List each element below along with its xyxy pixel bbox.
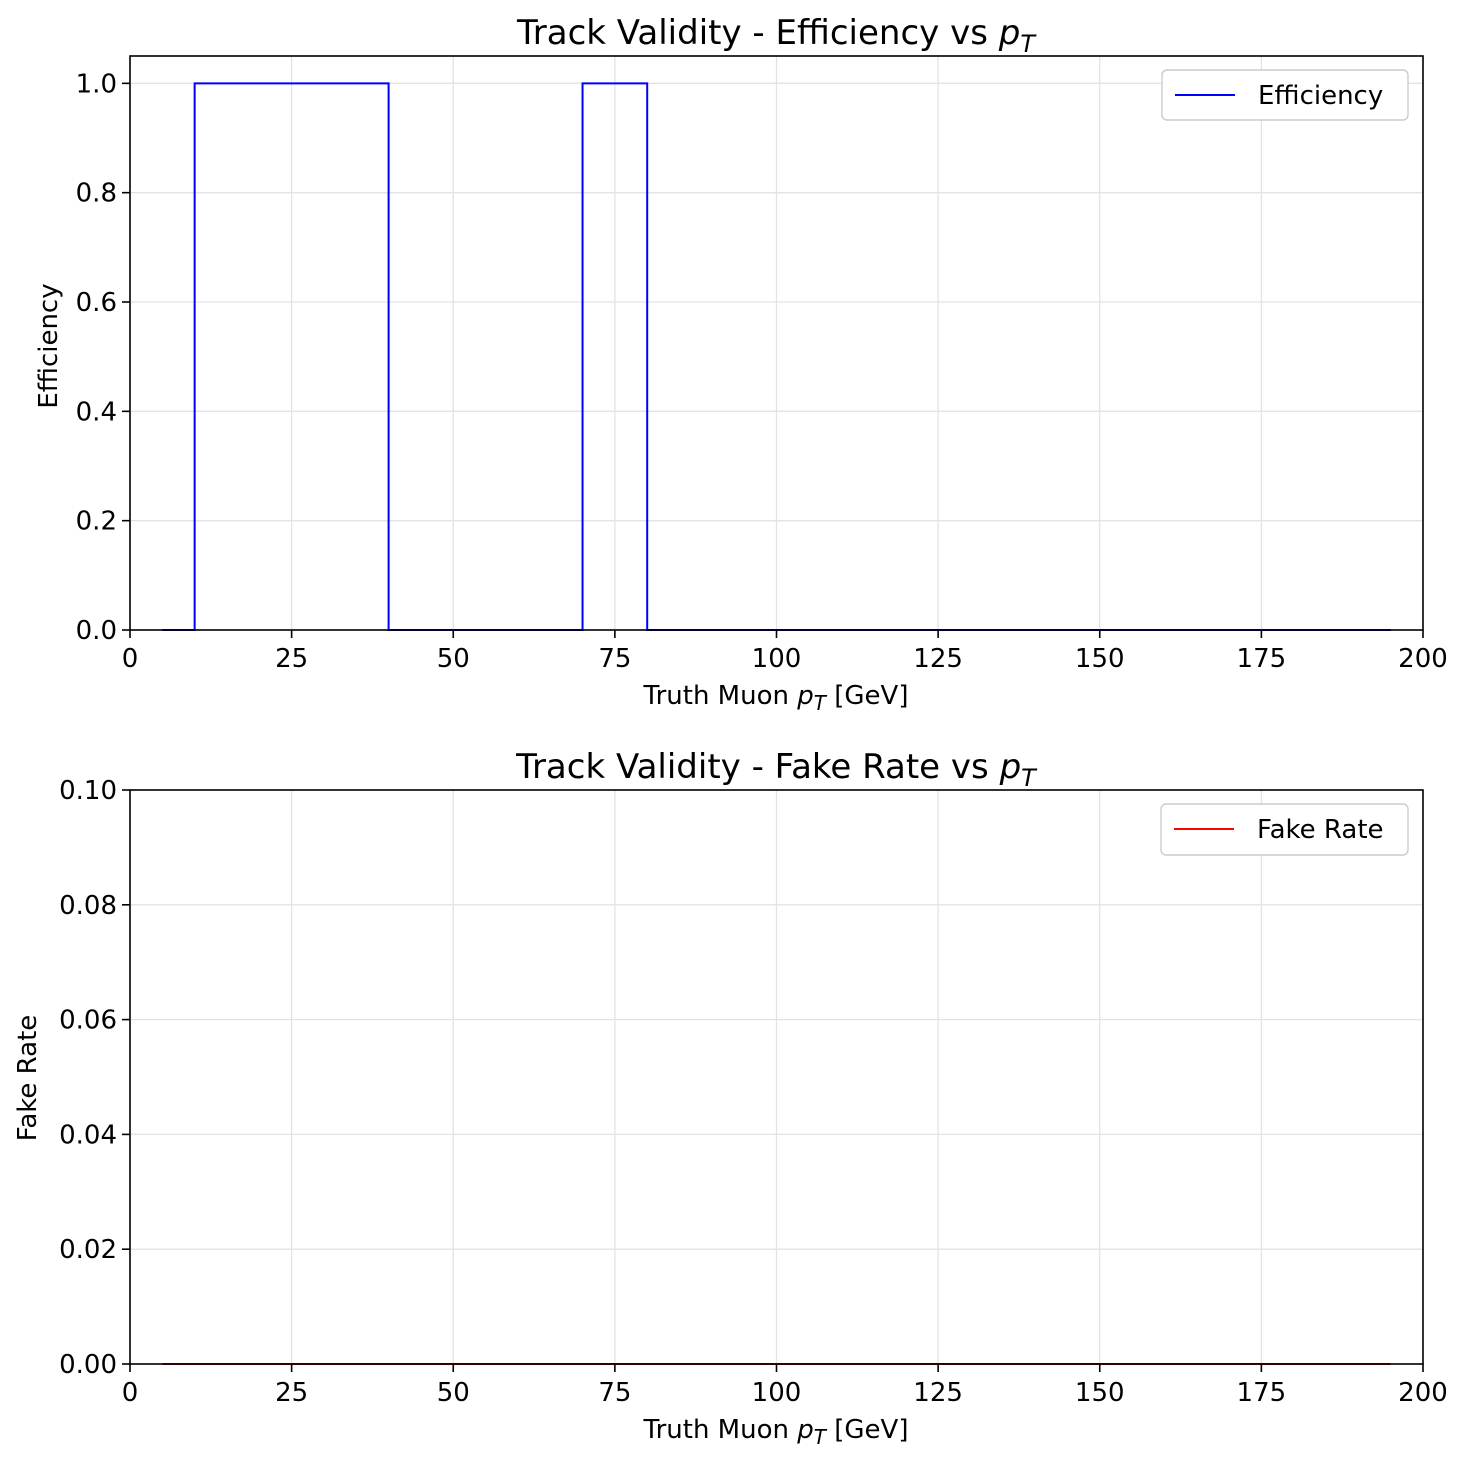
efficiency-y-tick-label: 1.0 [76,69,117,99]
efficiency-legend: Efficiency [1161,69,1409,121]
fake-rate-panel: Track Validity - Fake Rate vs pT 0 25 50 75… [13,747,1448,1449]
fake-rate-y-tick-label: 0.04 [59,1120,117,1150]
efficiency-y-tick-label: 0.6 [76,288,117,318]
fake-rate-y-tick-label: 0.06 [59,1006,117,1036]
fake-rate-legend: Fake Rate [1160,803,1409,856]
efficiency-x-tick-label: 150 [1075,644,1125,674]
efficiency-x-tick-label: 175 [1237,644,1287,674]
efficiency-y-axis-label: Efficiency [34,283,64,408]
efficiency-x-tick-label: 0 [122,644,139,674]
fake-rate-x-tick-label: 50 [437,1378,470,1408]
efficiency-x-axis-label: Truth Muon pT [GeV] [643,681,909,715]
efficiency-y-tick-label: 0.8 [76,179,117,209]
efficiency-legend-label: Efficiency [1258,81,1383,111]
efficiency-x-tick-label: 25 [275,644,308,674]
fake-rate-x-tick-label: 75 [598,1378,631,1408]
fake-rate-x-tick-label: 150 [1075,1378,1125,1408]
efficiency-x-tick-label: 100 [752,644,802,674]
fake-rate-x-tick-label: 25 [275,1378,308,1408]
efficiency-x-tick-label: 200 [1398,644,1448,674]
fake-rate-y-tick-label: 0.10 [59,776,117,806]
fake-rate-y-tick-label: 0.08 [59,891,117,921]
fake-rate-title: Track Validity - Fake Rate vs pT [515,747,1038,792]
efficiency-x-tick-label: 125 [913,644,963,674]
efficiency-x-tick-label: 75 [598,644,631,674]
efficiency-panel: Track Validity - Efficiency vs pT 0 25 50 7… [34,13,1448,715]
fake-rate-x-tick-label: 100 [752,1378,802,1408]
fake-rate-x-tick-label: 175 [1237,1378,1287,1408]
fake-rate-y-axis-label: Fake Rate [13,1015,43,1142]
fake-rate-x-tick-label: 125 [913,1378,963,1408]
fake-rate-legend-label: Fake Rate [1257,815,1384,845]
efficiency-y-tick-label: 0.0 [76,616,117,646]
efficiency-y-tick-label: 0.4 [76,397,117,427]
efficiency-title: Track Validity - Efficiency vs pT [516,13,1037,58]
fake-rate-y-tick-label: 0.00 [59,1350,117,1380]
fake-rate-x-tick-label: 0 [122,1378,139,1408]
fake-rate-y-tick-label: 0.02 [59,1235,117,1265]
fake-rate-x-axis-label: Truth Muon pT [GeV] [643,1415,909,1449]
fake-rate-x-tick-label: 200 [1398,1378,1448,1408]
efficiency-x-tick-label: 50 [437,644,470,674]
efficiency-y-tick-label: 0.2 [76,507,117,537]
